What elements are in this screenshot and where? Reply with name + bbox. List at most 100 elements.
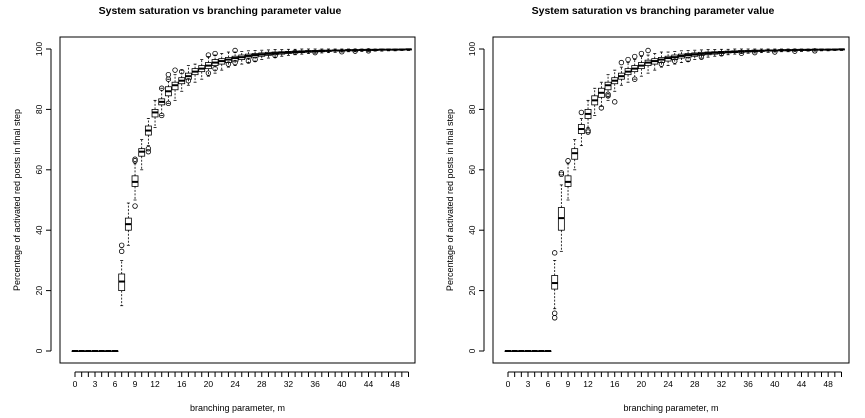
plot-frame: [59, 36, 416, 364]
box-m-21: [211, 50, 219, 74]
box-m-40: [771, 48, 779, 55]
box-m-34: [731, 48, 739, 55]
box-m-42: [784, 48, 792, 53]
box-m-48: [824, 48, 832, 52]
box-m-40: [338, 48, 346, 55]
box-m-12: [151, 99, 159, 128]
box-m-18: [624, 56, 632, 83]
box-m-44: [798, 48, 805, 52]
outlier-point: [558, 171, 565, 178]
box-m-30: [271, 49, 279, 59]
box-m-1: [511, 350, 519, 353]
box-m-13: [591, 87, 599, 116]
box-m-5: [104, 350, 112, 353]
box-m-29: [698, 49, 705, 60]
box-m-39: [764, 48, 772, 53]
x-tick-label: 9: [566, 379, 571, 389]
outlier-point: [212, 65, 218, 72]
outlier-point: [232, 59, 238, 66]
outlier-point: [145, 145, 152, 152]
box-m-4: [98, 350, 106, 353]
box-m-17: [184, 65, 192, 86]
x-tick-label: 40: [770, 379, 780, 389]
outlier-point: [118, 248, 125, 255]
y-tick-label: 80: [34, 104, 44, 114]
outlier-point: [339, 49, 345, 55]
outlier-point: [145, 148, 152, 155]
outlier-point: [185, 78, 192, 84]
box-m-9: [564, 158, 572, 201]
box-m-18: [191, 63, 199, 83]
box-m-0: [71, 350, 79, 353]
box-m-39: [331, 48, 339, 53]
x-tick-label: 6: [113, 379, 118, 389]
outlier-point: [718, 51, 725, 57]
outlier-point: [205, 70, 212, 76]
box-m-50: [405, 48, 412, 51]
box-m-31: [278, 49, 286, 57]
chart-panel-2: System saturation vs branching parameter…: [445, 5, 850, 413]
x-tick-label: 16: [177, 379, 187, 389]
box-m-27: [684, 50, 692, 63]
x-tick-label: 12: [150, 379, 160, 389]
box-m-22: [651, 53, 659, 71]
outlier-point: [578, 109, 585, 116]
box-m-49: [831, 48, 839, 51]
x-tick-label: 20: [637, 379, 647, 389]
x-tick-label: 28: [690, 379, 700, 389]
outlier-point: [598, 105, 605, 111]
box-m-36: [744, 48, 752, 54]
box-m-14: [164, 71, 172, 107]
x-tick-label: 44: [797, 379, 807, 389]
box-m-38: [325, 48, 332, 54]
box-m-15: [171, 67, 179, 101]
y-tick-label: 40: [467, 225, 477, 235]
box-m-14: [597, 81, 605, 111]
box-m-5: [537, 350, 545, 353]
box-m-43: [358, 48, 366, 52]
y-tick-label: 60: [34, 165, 44, 175]
x-tick-label: 36: [310, 379, 320, 389]
x-tick-label: 36: [743, 379, 753, 389]
box-m-25: [238, 51, 246, 65]
box-m-11: [144, 118, 152, 155]
box-m-37: [318, 48, 326, 54]
box-m-28: [691, 49, 699, 60]
outlier-point: [205, 52, 212, 58]
outlier-point: [565, 158, 571, 164]
x-tick-label: 0: [506, 379, 511, 389]
outlier-point: [232, 47, 238, 54]
box-m-16: [178, 68, 186, 92]
box-m-41: [345, 48, 352, 53]
outlier-point: [551, 310, 558, 316]
box-m-45: [804, 48, 812, 52]
box-m-26: [245, 50, 252, 64]
x-tick-label: 48: [390, 379, 400, 389]
box-m-22: [218, 53, 226, 71]
box-m-3: [91, 350, 99, 353]
box-m-47: [385, 48, 392, 52]
box-m-3: [524, 350, 532, 353]
x-tick-label: 32: [284, 379, 294, 389]
x-tick-label: 16: [610, 379, 620, 389]
outlier-point: [252, 56, 258, 63]
box-m-34: [298, 48, 306, 55]
y-tick-label: 100: [467, 42, 477, 56]
box-m-32: [718, 48, 725, 57]
outlier-point: [812, 48, 818, 54]
outlier-point: [352, 48, 358, 54]
box-m-7: [551, 250, 559, 321]
chart-title: System saturation vs branching parameter…: [99, 5, 342, 17]
outlier-point: [165, 71, 172, 78]
outlier-point: [612, 99, 618, 105]
box-m-16: [611, 69, 619, 105]
x-tick-label: 6: [546, 379, 551, 389]
box-m-43: [791, 48, 799, 54]
box-m-38: [758, 48, 765, 54]
outlier-point: [645, 47, 651, 54]
outlier-point: [752, 49, 758, 56]
box-m-19: [198, 59, 206, 80]
x-tick-label: 48: [823, 379, 833, 389]
y-tick-label: 0: [34, 348, 44, 353]
x-tick-label: 3: [93, 379, 98, 389]
